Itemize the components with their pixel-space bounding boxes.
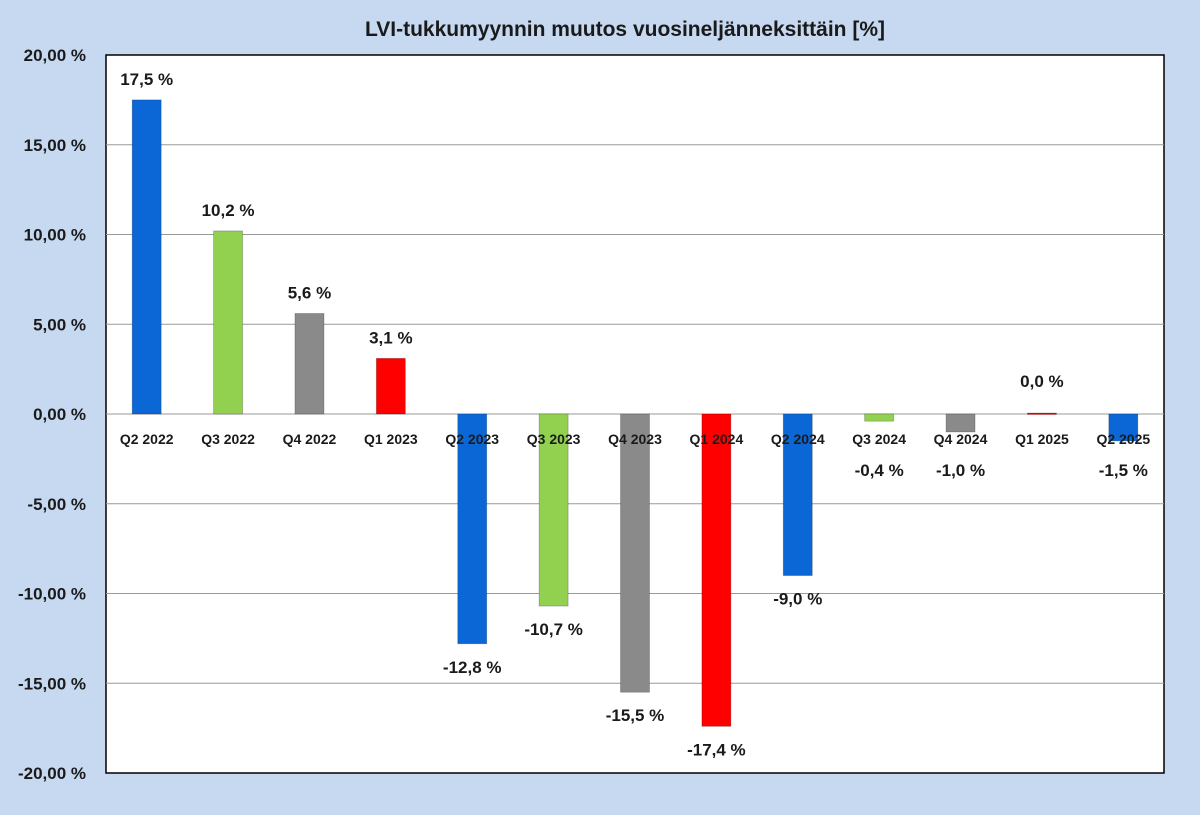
bar	[782, 413, 813, 576]
data-label: 17,5 %	[120, 70, 173, 89]
y-tick-label: -5,00 %	[27, 495, 86, 514]
x-tick-label: Q2 2022	[120, 431, 174, 447]
y-axis-ticks: 20,00 % 15,00 % 10,00 % 5,00 % 0,00 % -5,00 %…	[18, 46, 86, 783]
y-tick-label: -20,00 %	[18, 764, 86, 783]
x-tick-label: Q4 2022	[283, 431, 337, 447]
x-tick-label: Q1 2025	[1015, 431, 1069, 447]
data-label: -0,4 %	[855, 461, 904, 480]
bar	[701, 413, 732, 727]
bar	[294, 313, 325, 415]
x-tick-label: Q2 2023	[445, 431, 499, 447]
bar	[1027, 412, 1057, 415]
data-label: -1,5 %	[1099, 461, 1148, 480]
bar	[375, 357, 406, 415]
bar	[457, 413, 488, 645]
bars	[131, 99, 1139, 727]
bar	[864, 413, 895, 422]
data-label: 5,6 %	[288, 283, 331, 302]
x-tick-label: Q4 2023	[608, 431, 662, 447]
y-tick-label: 5,00 %	[33, 315, 86, 334]
data-label: 10,2 %	[202, 201, 255, 220]
x-tick-label: Q3 2024	[852, 431, 906, 447]
y-tick-label: 20,00 %	[24, 46, 86, 65]
y-tick-label: -15,00 %	[18, 674, 86, 693]
data-label: -15,5 %	[606, 706, 665, 725]
bar	[1108, 413, 1139, 442]
x-tick-label: Q3 2022	[201, 431, 255, 447]
chart-title: LVI-tukkumyynnin muutos vuosineljänneksi…	[365, 18, 885, 41]
data-label: 3,1 %	[369, 328, 412, 347]
bar	[945, 413, 976, 433]
data-labels: 17,5 % 10,2 % 5,6 % 3,1 % -12,8 % -10,7 % -15,…	[120, 70, 1148, 759]
bar	[131, 99, 162, 415]
bar	[620, 413, 650, 693]
bar	[538, 413, 569, 607]
y-tick-label: 10,00 %	[24, 226, 86, 245]
y-tick-label: -10,00 %	[18, 585, 86, 604]
data-label: -10,7 %	[524, 620, 583, 639]
data-label: -12,8 %	[443, 658, 502, 677]
y-tick-label: 0,00 %	[33, 405, 86, 424]
x-tick-label: Q2 2024	[771, 431, 825, 447]
data-label: 0,0 %	[1020, 372, 1063, 391]
bar	[213, 230, 243, 415]
x-tick-label: Q1 2023	[364, 431, 418, 447]
data-label: -17,4 %	[687, 740, 746, 759]
x-axis-ticks: Q2 2022 Q3 2022 Q4 2022 Q1 2023 Q2 2023 Q3 20…	[120, 431, 1151, 447]
x-tick-label: Q4 2024	[934, 431, 988, 447]
y-tick-label: 15,00 %	[24, 136, 86, 155]
data-label: -9,0 %	[773, 590, 822, 609]
data-label: -1,0 %	[936, 461, 985, 480]
x-tick-label: Q1 2024	[690, 431, 744, 447]
x-tick-label: Q2 2025	[1096, 431, 1150, 447]
x-tick-label: Q3 2023	[527, 431, 581, 447]
